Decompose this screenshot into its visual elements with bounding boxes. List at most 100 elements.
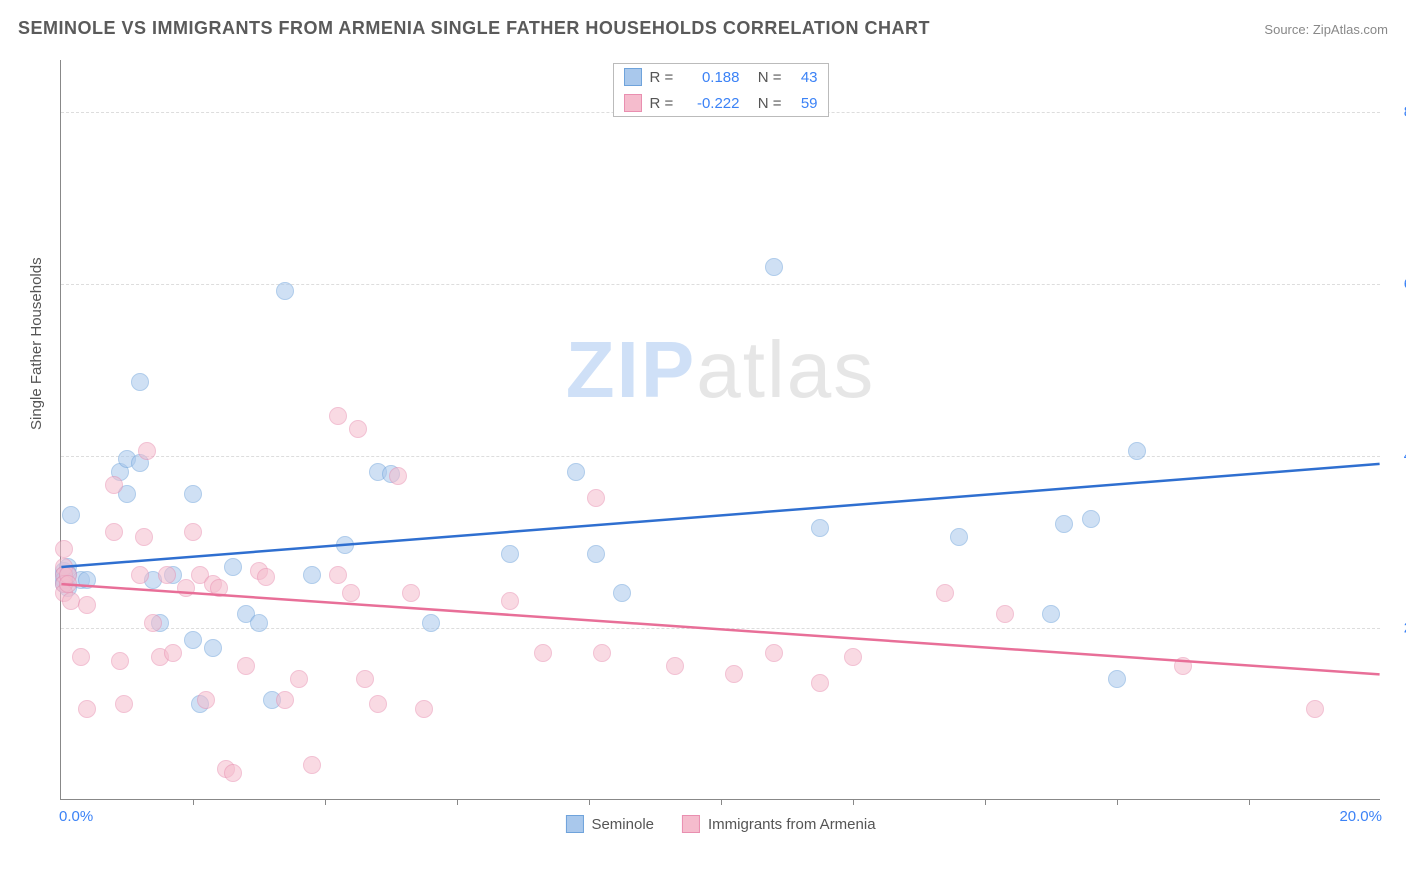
r-value: 0.188 <box>686 69 740 86</box>
data-point <box>78 596 96 614</box>
data-point <box>369 695 387 713</box>
legend-label: Immigrants from Armenia <box>708 816 876 833</box>
data-point <box>1108 670 1126 688</box>
data-point <box>105 523 123 541</box>
data-point <box>197 691 215 709</box>
y-tick-label: 6.0% <box>1388 275 1406 292</box>
data-point <box>1174 657 1192 675</box>
x-tick <box>325 799 326 805</box>
data-point <box>1042 605 1060 623</box>
grid-line <box>61 284 1380 285</box>
data-point <box>593 644 611 662</box>
data-point <box>587 545 605 563</box>
data-point <box>389 467 407 485</box>
x-tick <box>721 799 722 805</box>
y-axis-label: Single Father Households <box>28 257 45 430</box>
data-point <box>303 756 321 774</box>
data-point <box>62 592 80 610</box>
legend-item: Seminole <box>565 815 654 833</box>
data-point <box>356 670 374 688</box>
watermark: ZIPatlas <box>566 324 875 416</box>
y-tick-label: 8.0% <box>1388 103 1406 120</box>
data-point <box>587 489 605 507</box>
legend-label: Seminole <box>591 816 654 833</box>
data-point <box>78 571 96 589</box>
legend-swatch <box>682 815 700 833</box>
data-point <box>534 644 552 662</box>
source-label: Source: ZipAtlas.com <box>1264 22 1388 37</box>
y-tick-label: 4.0% <box>1388 447 1406 464</box>
x-tick <box>457 799 458 805</box>
data-point <box>765 258 783 276</box>
x-min-label: 0.0% <box>59 808 93 825</box>
plot-area: ZIPatlas R =0.188N =43R =-0.222N =59 0.0… <box>60 60 1380 800</box>
data-point <box>290 670 308 688</box>
data-point <box>950 528 968 546</box>
data-point <box>115 695 133 713</box>
data-point <box>349 420 367 438</box>
data-point <box>336 536 354 554</box>
data-point <box>996 605 1014 623</box>
data-point <box>666 657 684 675</box>
data-point <box>131 566 149 584</box>
data-point <box>210 579 228 597</box>
data-point <box>184 523 202 541</box>
data-point <box>725 665 743 683</box>
x-tick <box>1249 799 1250 805</box>
data-point <box>62 506 80 524</box>
n-label: N = <box>748 69 782 86</box>
data-point <box>765 644 783 662</box>
x-max-label: 20.0% <box>1339 808 1382 825</box>
data-point <box>811 519 829 537</box>
data-point <box>303 566 321 584</box>
data-point <box>402 584 420 602</box>
data-point <box>1128 442 1146 460</box>
data-point <box>1055 515 1073 533</box>
data-point <box>224 558 242 576</box>
n-label: N = <box>748 95 782 112</box>
data-point <box>138 442 156 460</box>
data-point <box>111 652 129 670</box>
data-point <box>1306 700 1324 718</box>
data-point <box>613 584 631 602</box>
source-link[interactable]: ZipAtlas.com <box>1313 22 1388 37</box>
data-point <box>501 592 519 610</box>
data-point <box>237 657 255 675</box>
x-tick <box>853 799 854 805</box>
legend-row: R = 0.188 N = 43 <box>614 64 828 90</box>
correlation-legend: R = 0.188 N = 43 R = -0.222 N = 59 <box>613 63 829 117</box>
trend-lines <box>61 60 1380 799</box>
legend-item: Immigrants from Armenia <box>682 815 876 833</box>
data-point <box>204 639 222 657</box>
x-tick <box>1117 799 1118 805</box>
r-label: R = <box>650 95 678 112</box>
data-point <box>78 700 96 718</box>
data-point <box>257 568 275 586</box>
legend-swatch <box>624 68 642 86</box>
x-tick <box>985 799 986 805</box>
x-tick <box>589 799 590 805</box>
r-label: R = <box>650 69 678 86</box>
data-point <box>844 648 862 666</box>
legend-swatch <box>624 94 642 112</box>
n-value: 59 <box>790 95 818 112</box>
data-point <box>250 614 268 632</box>
y-tick-label: 2.0% <box>1388 619 1406 636</box>
data-point <box>72 648 90 666</box>
data-point <box>105 476 123 494</box>
data-point <box>59 575 77 593</box>
trend-line <box>61 464 1379 567</box>
data-point <box>342 584 360 602</box>
data-point <box>184 485 202 503</box>
data-point <box>329 566 347 584</box>
data-point <box>164 644 182 662</box>
grid-line <box>61 456 1380 457</box>
data-point <box>184 631 202 649</box>
data-point <box>567 463 585 481</box>
r-value: -0.222 <box>686 95 740 112</box>
n-value: 43 <box>790 69 818 86</box>
chart-title: SEMINOLE VS IMMIGRANTS FROM ARMENIA SING… <box>18 18 930 39</box>
legend-swatch <box>565 815 583 833</box>
x-tick <box>193 799 194 805</box>
data-point <box>811 674 829 692</box>
